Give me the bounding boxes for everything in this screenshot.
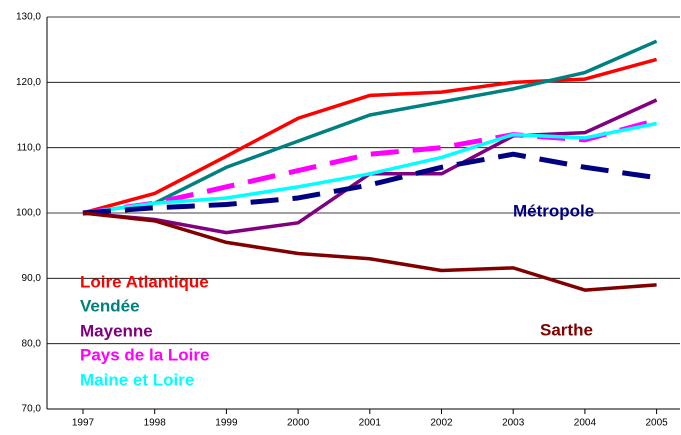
- y-tick-label: 70,0: [22, 404, 42, 415]
- x-tick-label: 2004: [574, 418, 597, 429]
- series-line: [82, 121, 657, 215]
- legend-label: Maine et Loire: [80, 370, 194, 389]
- x-tick-label: 2005: [645, 418, 668, 429]
- legend-label: Pays de la Loire: [80, 345, 209, 364]
- y-tick-label: 100,0: [16, 208, 41, 219]
- x-tick-label: 2002: [430, 418, 453, 429]
- legend-label: Métropole: [513, 201, 594, 220]
- y-tick-label: 90,0: [22, 273, 42, 284]
- x-tick-label: 1998: [144, 418, 167, 429]
- series-line: [82, 57, 658, 215]
- x-tick-label: 1999: [215, 418, 238, 429]
- legend-label: Loire Atlantique: [80, 272, 209, 291]
- series-line: [82, 211, 657, 292]
- series-line: [82, 151, 657, 216]
- x-tick-label: 2000: [287, 418, 310, 429]
- y-tick-label: 110,0: [17, 142, 42, 153]
- y-tick-label: 120,0: [16, 77, 41, 88]
- y-tick-label: 80,0: [22, 338, 42, 349]
- x-tick-label: 1997: [72, 418, 95, 429]
- series-line: [82, 39, 658, 215]
- x-tick-label: 2003: [502, 418, 525, 429]
- y-tick-label: 130,0: [16, 12, 41, 23]
- legend-label: Sarthe: [540, 320, 593, 339]
- legend-label: Mayenne: [80, 321, 153, 340]
- x-tick-label: 2001: [359, 418, 382, 429]
- legend-label: Vendée: [80, 296, 140, 315]
